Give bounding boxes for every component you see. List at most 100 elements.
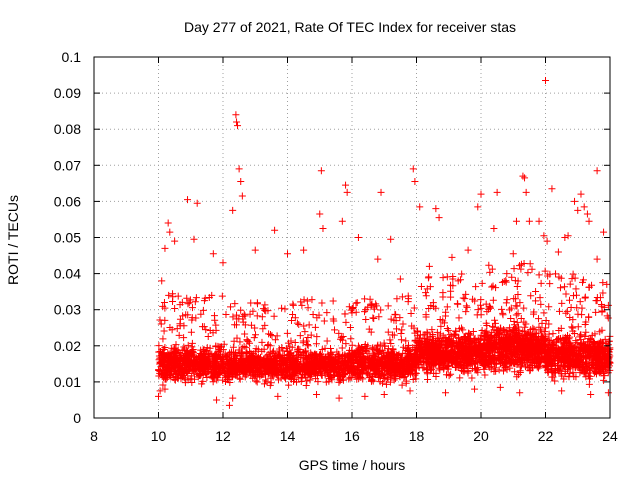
data-point (163, 371, 171, 379)
data-point (289, 301, 297, 309)
data-point (300, 322, 308, 330)
data-point (171, 304, 179, 312)
data-point (201, 350, 209, 358)
data-point (303, 297, 311, 305)
data-point (316, 368, 324, 376)
data-point (283, 329, 291, 337)
data-point (241, 330, 249, 338)
data-point (230, 370, 238, 378)
data-point (249, 355, 257, 363)
data-point (294, 345, 302, 353)
data-point (184, 341, 192, 349)
data-point (286, 351, 294, 359)
data-point (220, 340, 228, 348)
data-point (227, 350, 235, 358)
data-point (398, 326, 406, 334)
data-point (340, 371, 348, 379)
data-point (301, 352, 309, 360)
data-point (308, 296, 316, 304)
data-point (221, 352, 229, 360)
x-tick-label: 22 (538, 428, 554, 444)
data-point (319, 364, 327, 372)
data-point (339, 332, 347, 340)
data-point (236, 375, 244, 383)
y-tick-label: 0.01 (54, 374, 81, 390)
y-tick-label: 0.09 (54, 85, 81, 101)
data-point (208, 350, 216, 358)
data-point (199, 346, 207, 354)
data-point (239, 318, 247, 326)
x-tick-label: 16 (344, 428, 360, 444)
data-point (285, 381, 293, 389)
data-point (304, 361, 312, 369)
x-axis-label: GPS time / hours (299, 457, 406, 473)
data-point (315, 356, 323, 364)
data-point (293, 319, 301, 327)
data-point (335, 352, 343, 360)
x-tick-label: 8 (90, 428, 98, 444)
data-point (159, 381, 167, 389)
data-point (252, 331, 260, 339)
data-point (233, 315, 241, 323)
data-point (201, 367, 209, 375)
data-point (304, 342, 312, 350)
data-point (246, 310, 254, 318)
data-point (165, 291, 173, 299)
data-point (188, 314, 196, 322)
data-point (227, 365, 235, 373)
data-point (175, 331, 183, 339)
data-point (299, 339, 307, 347)
data-point (160, 354, 168, 362)
data-point (275, 347, 283, 355)
data-point (213, 376, 221, 384)
y-tick-label: 0.07 (54, 157, 81, 173)
data-point (265, 330, 273, 338)
data-point (337, 334, 345, 342)
x-tick-label: 18 (409, 428, 425, 444)
data-point (206, 344, 214, 352)
data-point (215, 370, 223, 378)
data-point (254, 300, 262, 308)
data-point (301, 328, 309, 336)
data-point (289, 364, 297, 372)
data-point (200, 345, 208, 353)
y-tick-label: 0.04 (54, 266, 81, 282)
data-point (191, 364, 199, 372)
data-point (225, 364, 233, 372)
data-point (340, 360, 348, 368)
data-point (313, 350, 321, 358)
data-point (260, 380, 268, 388)
data-point (251, 324, 259, 332)
data-point (202, 326, 210, 334)
data-point (309, 311, 317, 319)
y-tick-label: 0.02 (54, 338, 81, 354)
grid-lines (94, 57, 610, 418)
data-point (278, 304, 286, 312)
data-point (236, 338, 244, 346)
data-point (157, 320, 165, 328)
data-point (205, 349, 213, 357)
data-point (160, 362, 168, 370)
data-point (277, 368, 285, 376)
data-point (290, 377, 298, 385)
data-point (287, 337, 295, 345)
data-point (291, 338, 299, 346)
data-point (172, 354, 180, 362)
data-points (155, 76, 614, 409)
data-point (323, 337, 331, 345)
data-point (199, 377, 207, 385)
data-point (180, 368, 188, 376)
data-point (251, 348, 259, 356)
data-point (229, 313, 237, 321)
data-point (311, 323, 319, 331)
x-tick-label: 20 (473, 428, 489, 444)
data-point (169, 298, 177, 306)
data-point (288, 343, 296, 351)
data-point (286, 372, 294, 380)
data-point (329, 297, 337, 305)
data-point (191, 298, 199, 306)
data-point (304, 369, 312, 377)
data-point (335, 362, 343, 370)
data-point (187, 328, 195, 336)
data-point (172, 341, 180, 349)
